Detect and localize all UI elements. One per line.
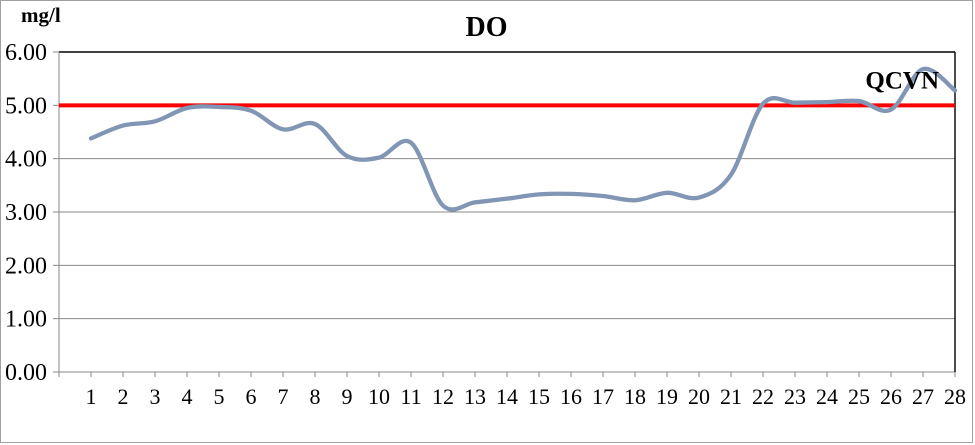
svg-text:14: 14 (496, 384, 518, 409)
svg-text:8: 8 (310, 384, 321, 409)
svg-text:26: 26 (880, 384, 902, 409)
svg-text:10: 10 (368, 384, 390, 409)
svg-text:25: 25 (848, 384, 870, 409)
svg-text:21: 21 (720, 384, 742, 409)
svg-text:1.00: 1.00 (5, 307, 47, 333)
svg-text:16: 16 (560, 384, 582, 409)
svg-text:6: 6 (246, 384, 257, 409)
svg-text:3: 3 (150, 384, 161, 409)
svg-text:6.00: 6.00 (5, 40, 47, 66)
svg-text:QCVN: QCVN (865, 67, 939, 94)
svg-text:2: 2 (118, 384, 129, 409)
svg-text:5.00: 5.00 (5, 93, 47, 119)
svg-text:19: 19 (656, 384, 678, 409)
svg-text:4: 4 (182, 384, 193, 409)
svg-text:24: 24 (816, 384, 838, 409)
svg-text:3.00: 3.00 (5, 200, 47, 226)
svg-text:11: 11 (400, 384, 421, 409)
svg-text:12: 12 (432, 384, 454, 409)
svg-text:17: 17 (592, 384, 614, 409)
svg-text:15: 15 (528, 384, 550, 409)
svg-text:7: 7 (278, 384, 289, 409)
svg-text:23: 23 (784, 384, 806, 409)
svg-text:2.00: 2.00 (5, 253, 47, 279)
svg-text:4.00: 4.00 (5, 147, 47, 173)
svg-text:20: 20 (688, 384, 710, 409)
svg-text:22: 22 (752, 384, 774, 409)
svg-text:13: 13 (464, 384, 486, 409)
svg-text:18: 18 (624, 384, 646, 409)
svg-text:28: 28 (944, 384, 966, 409)
svg-text:27: 27 (912, 384, 934, 409)
svg-text:0.00: 0.00 (5, 360, 47, 386)
svg-text:9: 9 (342, 384, 353, 409)
svg-text:5: 5 (214, 384, 225, 409)
svg-text:1: 1 (86, 384, 97, 409)
